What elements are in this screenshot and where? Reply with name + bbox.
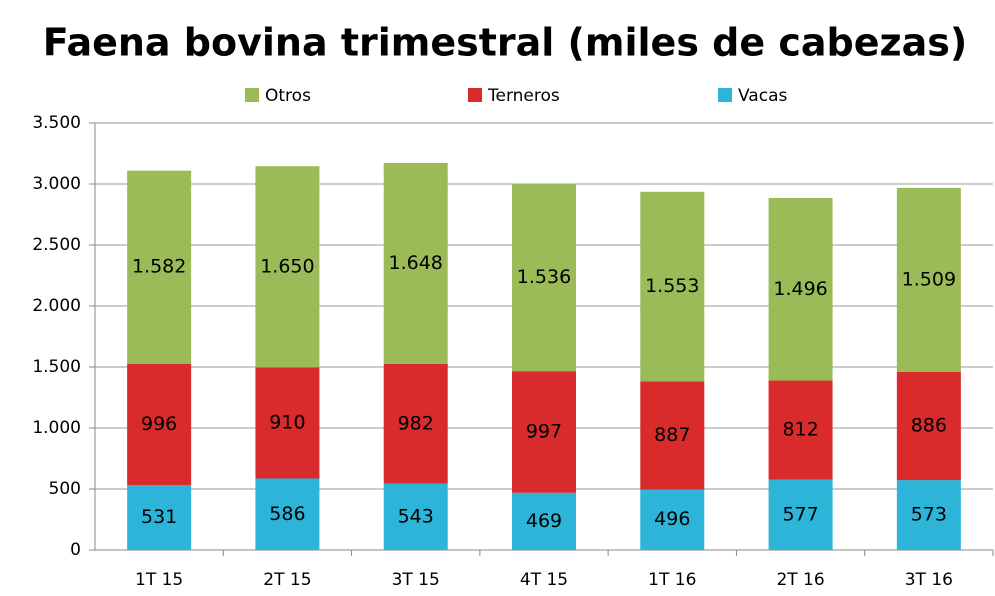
bar-segment: [255, 166, 320, 368]
chart-title: Faena bovina trimestral (miles de cabeza…: [43, 21, 968, 65]
data-label: 997: [526, 420, 562, 442]
y-tick-label: 2.000: [32, 296, 81, 316]
data-label: 910: [269, 411, 305, 433]
data-label: 469: [526, 510, 562, 532]
data-label: 531: [141, 506, 177, 528]
data-label: 577: [782, 503, 818, 525]
bar-segment: [640, 489, 705, 550]
data-label: 543: [398, 505, 434, 527]
bar-segment: [255, 367, 320, 479]
y-tick-label: 3.500: [32, 113, 81, 133]
data-label: 1.582: [132, 256, 186, 278]
legend-swatch: [718, 88, 732, 102]
bar-segment: [768, 198, 833, 381]
data-label: 812: [782, 419, 818, 441]
bar-segment: [127, 485, 192, 550]
legend-label: Terneros: [487, 86, 560, 106]
data-label: 586: [269, 503, 305, 525]
x-tick-label: 1T 16: [648, 570, 696, 590]
x-tick-label: 3T 15: [392, 570, 440, 590]
x-tick-label: 2T 16: [776, 570, 824, 590]
data-label: 996: [141, 413, 177, 435]
legend-label: Otros: [265, 86, 311, 106]
data-label: 573: [911, 504, 947, 526]
y-tick-label: 1.500: [32, 357, 81, 377]
y-tick-label: 0: [70, 540, 81, 560]
data-label: 886: [911, 415, 947, 437]
bar-segment: [127, 170, 192, 364]
legend-label: Vacas: [738, 86, 787, 106]
x-tick-label: 3T 16: [905, 570, 953, 590]
bar-segment: [127, 363, 192, 486]
y-tick-label: 500: [49, 479, 81, 499]
legend-swatch: [245, 88, 259, 102]
bar-segment: [512, 183, 576, 372]
data-label: 1.650: [260, 255, 314, 277]
data-label: 887: [654, 424, 690, 446]
y-tick-label: 3.000: [32, 174, 81, 194]
x-tick-label: 1T 15: [135, 570, 183, 590]
data-label: 1.553: [645, 275, 699, 297]
bar-segment: [640, 381, 705, 490]
bar-segment: [512, 371, 576, 493]
data-label: 1.509: [902, 268, 956, 290]
data-label: 496: [654, 508, 690, 530]
x-tick-label: 4T 15: [520, 570, 568, 590]
bar-segment: [768, 380, 833, 480]
y-tick-label: 2.500: [32, 235, 81, 255]
bar-segment: [768, 479, 833, 550]
data-label: 1.536: [517, 266, 571, 288]
bar-segment: [383, 483, 448, 550]
data-label: 1.496: [773, 278, 827, 300]
data-label: 982: [398, 412, 434, 434]
y-tick-label: 1.000: [32, 418, 81, 438]
bar-segment: [896, 372, 961, 481]
bar-segment: [896, 480, 961, 550]
legend-swatch: [468, 88, 482, 102]
bar-segment: [896, 187, 961, 373]
bar-segment: [255, 478, 320, 550]
bar-segment: [383, 162, 448, 364]
x-tick-label: 2T 15: [263, 570, 311, 590]
data-label: 1.648: [389, 252, 443, 274]
bar-segment: [640, 191, 705, 382]
bar-segment: [383, 363, 448, 484]
bar-segment: [512, 492, 576, 550]
